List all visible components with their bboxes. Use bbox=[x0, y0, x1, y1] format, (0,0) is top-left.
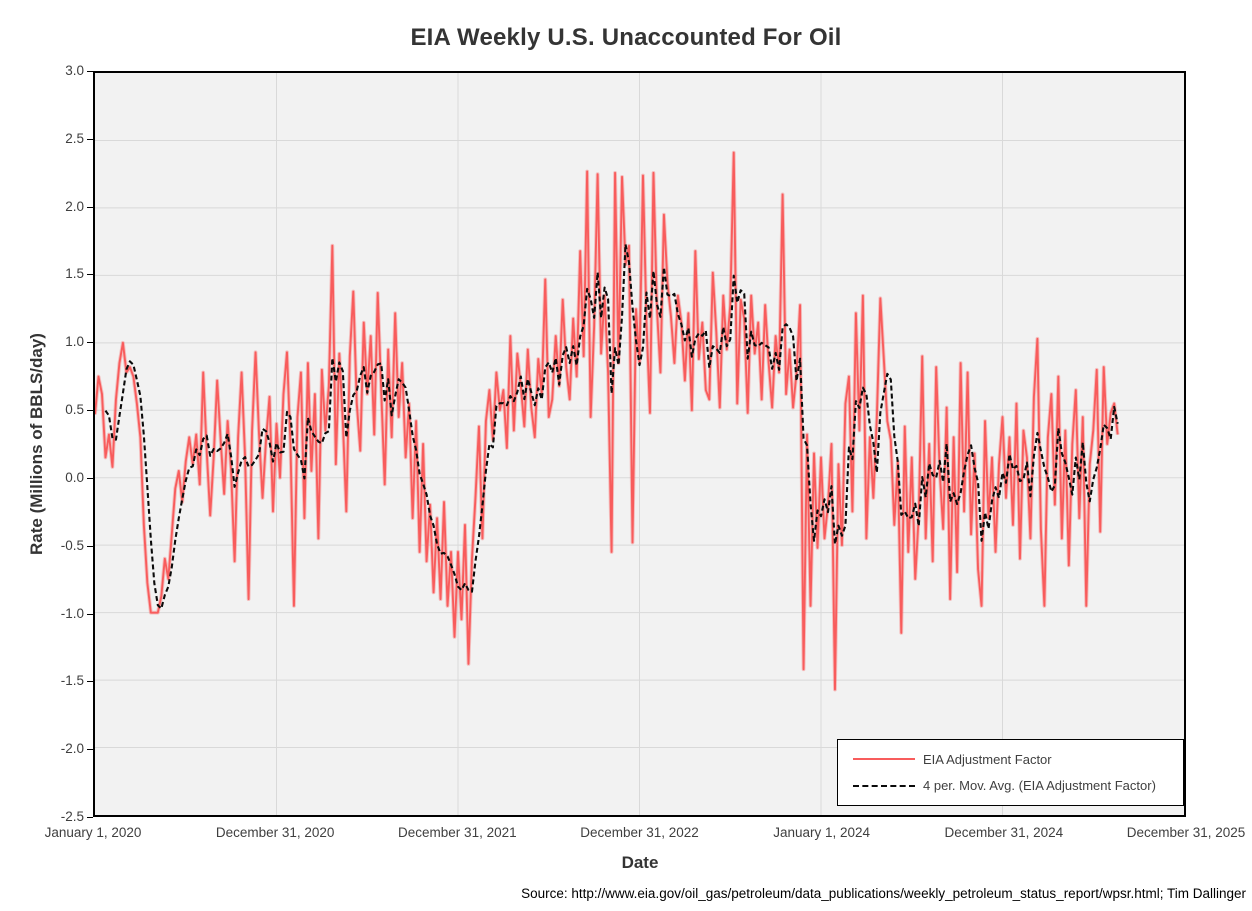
y-tick-mark bbox=[87, 613, 93, 615]
legend: EIA Adjustment Factor 4 per. Mov. Avg. (… bbox=[837, 739, 1184, 806]
y-tick-label: -2.0 bbox=[60, 741, 84, 757]
y-tick-mark bbox=[87, 477, 93, 479]
y-tick-label: 1.5 bbox=[65, 266, 84, 282]
x-tick-label: December 31, 2025 bbox=[1126, 825, 1246, 840]
y-axis-title: Rate (Millions of BBLS/day) bbox=[27, 333, 46, 555]
y-tick-mark bbox=[87, 206, 93, 208]
y-tick-mark bbox=[87, 817, 93, 818]
chart-title: EIA Weekly U.S. Unaccounted For Oil bbox=[410, 24, 842, 51]
x-tick-label: December 31, 2020 bbox=[215, 825, 335, 840]
eia-adjustment-factor-line-halo bbox=[95, 150, 1120, 692]
y-tick-mark bbox=[87, 410, 93, 412]
y-tick-label: 0.0 bbox=[65, 469, 84, 485]
plot-area: EIA Adjustment Factor 4 per. Mov. Avg. (… bbox=[93, 71, 1186, 817]
y-tick-label: 0.5 bbox=[65, 402, 84, 418]
eia-adjustment-factor-line bbox=[95, 151, 1119, 691]
y-tick-label: 2.5 bbox=[65, 130, 84, 146]
x-tick-label: December 31, 2022 bbox=[580, 825, 699, 840]
legend-label-adjustment-factor: EIA Adjustment Factor bbox=[923, 751, 1052, 767]
legend-label-moving-avg: 4 per. Mov. Avg. (EIA Adjustment Factor) bbox=[923, 778, 1156, 794]
y-tick-label: -1.5 bbox=[60, 673, 84, 689]
x-tick-label: January 1, 2020 bbox=[44, 825, 142, 840]
y-tick-mark bbox=[87, 342, 93, 344]
legend-item-adjustment-factor: EIA Adjustment Factor bbox=[838, 748, 1183, 770]
x-axis-title: Date bbox=[621, 853, 659, 872]
y-tick-mark bbox=[87, 71, 93, 72]
legend-item-moving-avg: 4 per. Mov. Avg. (EIA Adjustment Factor) bbox=[838, 775, 1183, 797]
y-tick-label: -0.5 bbox=[60, 537, 84, 553]
y-tick-label: 1.0 bbox=[65, 334, 84, 350]
source-note: Source: http://www.eia.gov/oil_gas/petro… bbox=[521, 886, 1246, 901]
y-tick-mark bbox=[87, 545, 93, 547]
y-tick-mark bbox=[87, 681, 93, 683]
red-line-sample-icon bbox=[853, 758, 915, 761]
x-tick-label: December 31, 2024 bbox=[944, 825, 1064, 840]
y-tick-mark bbox=[87, 749, 93, 751]
y-tick-mark bbox=[87, 274, 93, 276]
y-tick-label: 2.0 bbox=[65, 198, 84, 214]
x-tick-label: January 1, 2024 bbox=[773, 825, 871, 840]
dashed-line-sample-icon bbox=[853, 784, 915, 787]
y-tick-label: -1.0 bbox=[60, 605, 84, 621]
x-tick-label: December 31, 2021 bbox=[398, 825, 517, 840]
chart-canvas bbox=[95, 73, 1184, 815]
moving-average-line bbox=[104, 243, 1119, 610]
y-tick-label: 3.0 bbox=[65, 63, 84, 78]
y-tick-mark bbox=[87, 138, 93, 140]
y-tick-label: -2.5 bbox=[60, 809, 84, 824]
